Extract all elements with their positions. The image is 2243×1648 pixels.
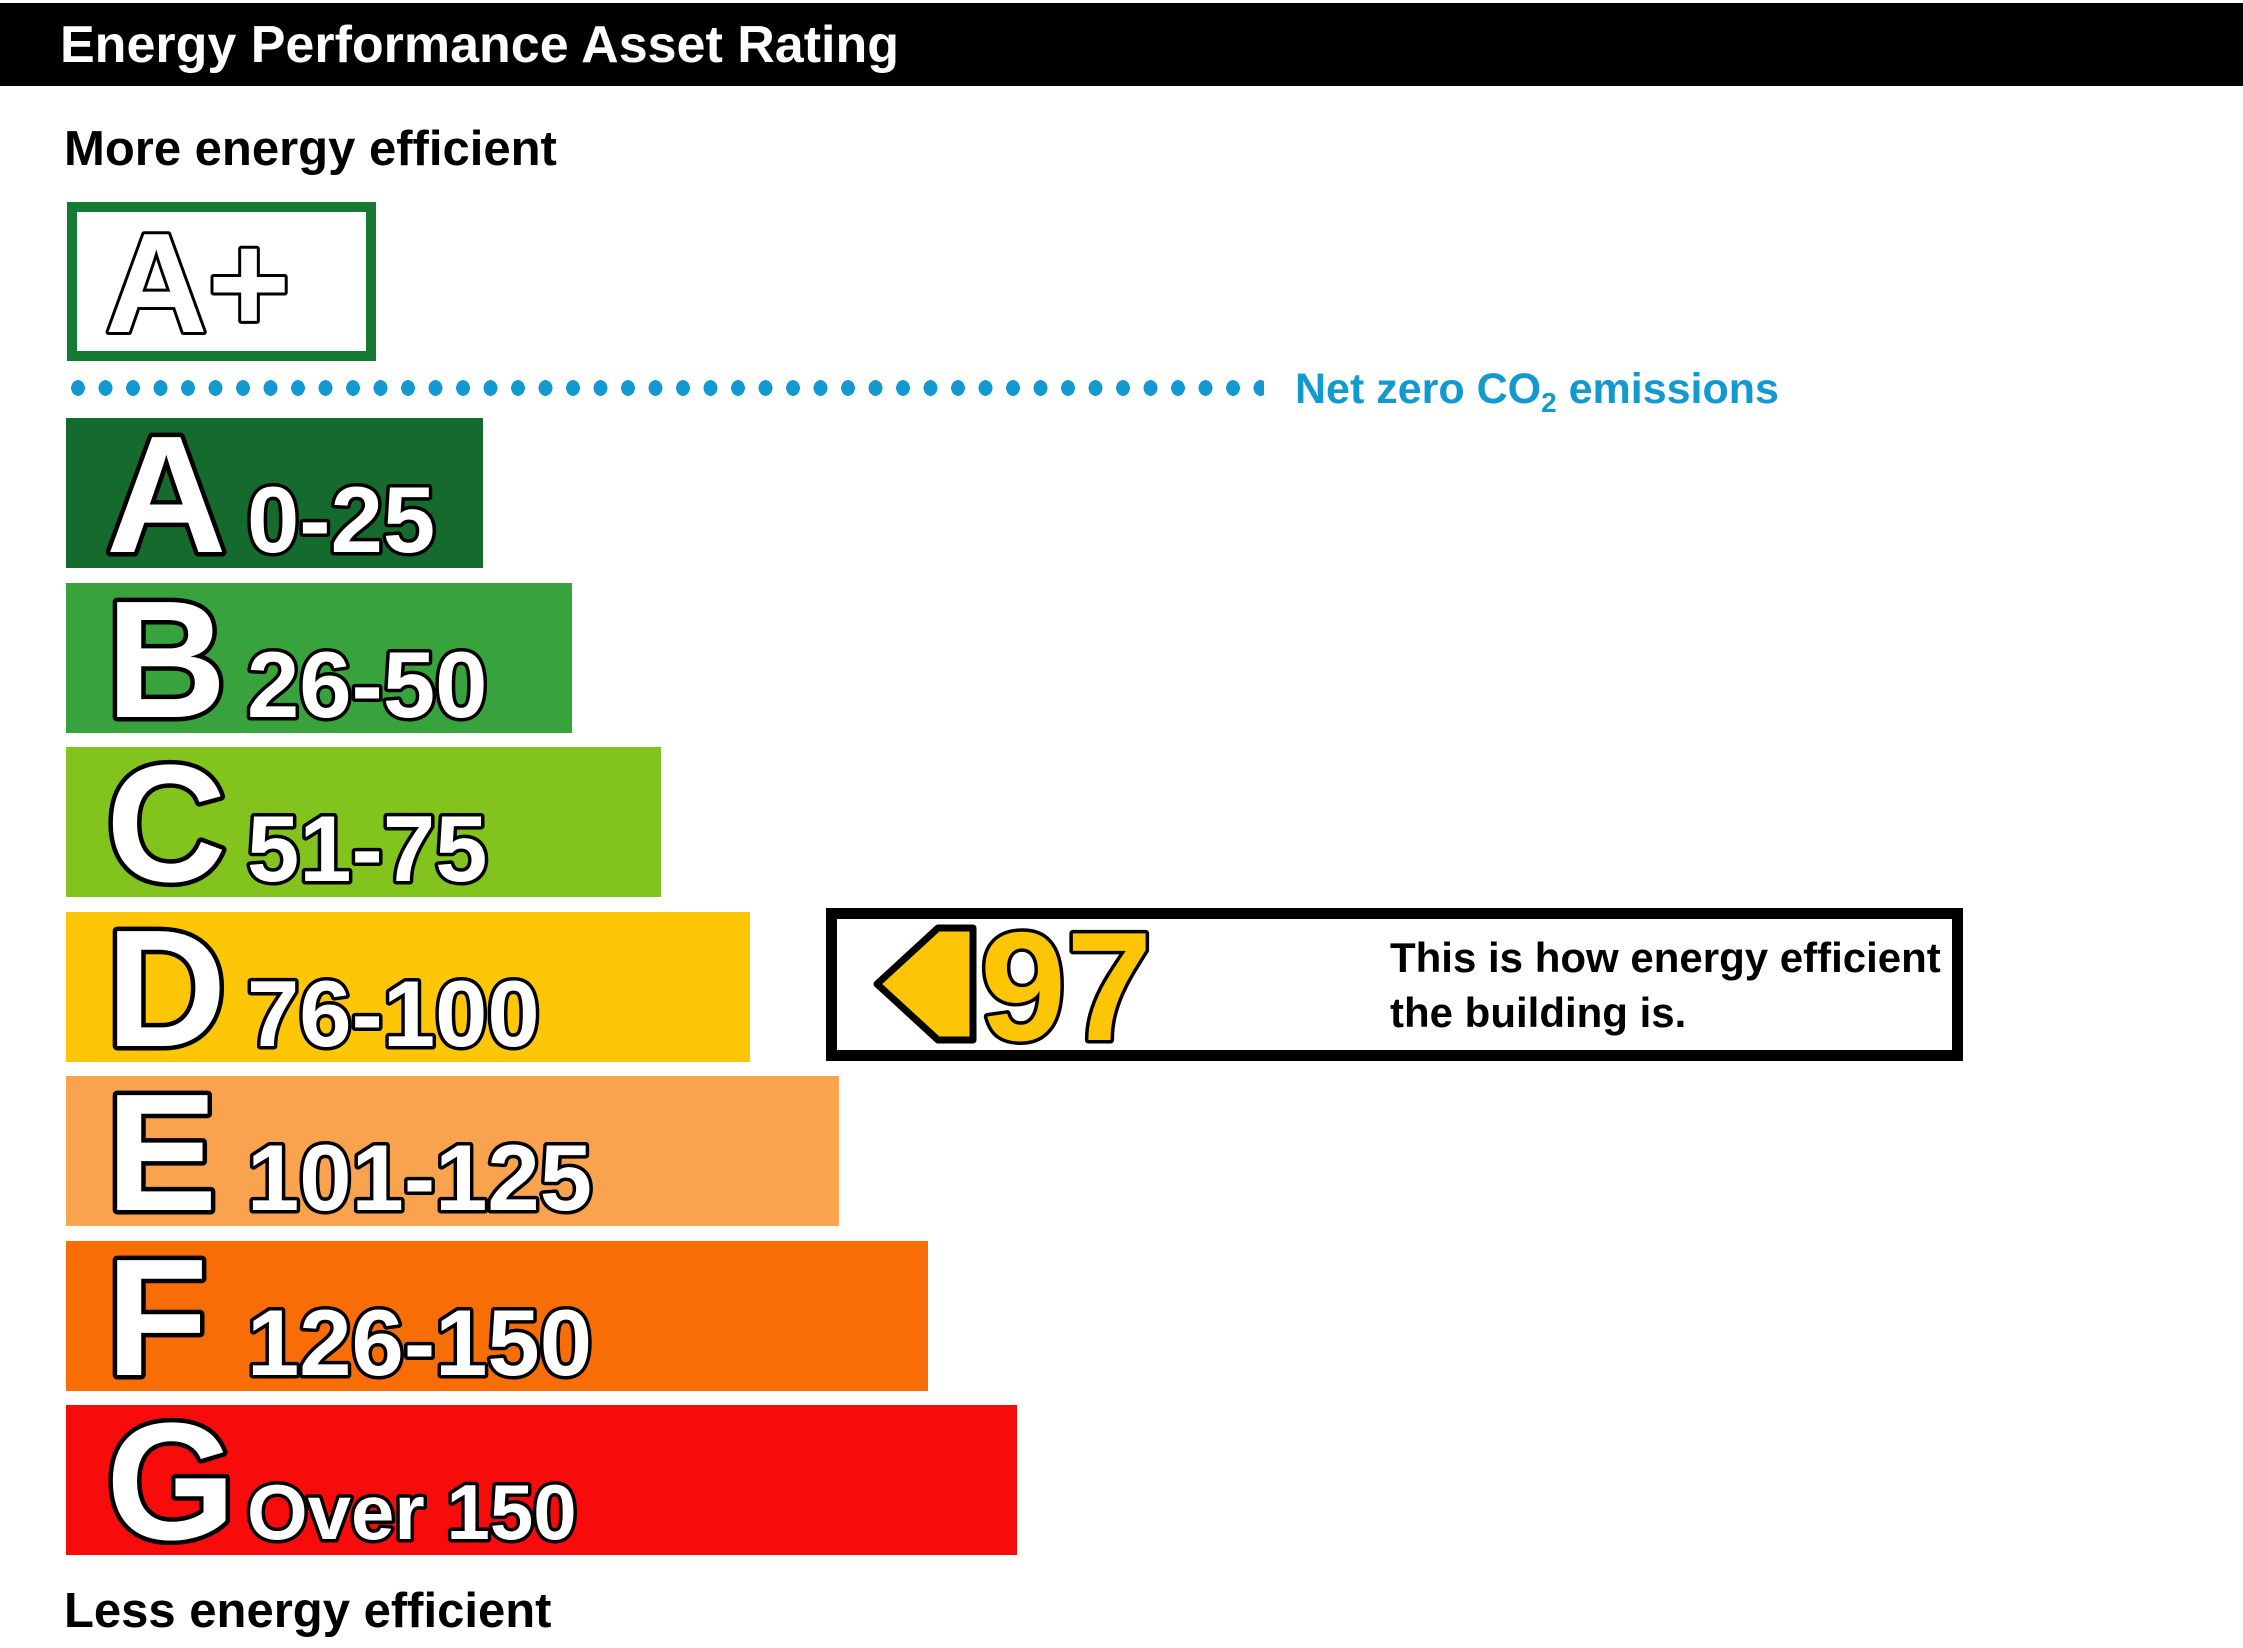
less-efficient-label: Less energy efficient — [64, 1584, 552, 1638]
band-row-b-svg: B 26-50 — [102, 583, 491, 733]
band-letter: C — [106, 747, 227, 897]
rating-value: 97 — [980, 908, 1152, 1061]
page-title: Energy Performance Asset Rating — [60, 15, 900, 74]
netzero-label-prefix: Net zero CO — [1295, 365, 1542, 413]
band-row-a-svg: A 0-25 — [102, 418, 439, 568]
band-row-f: F 126-150 — [66, 1241, 928, 1391]
aplus-band-svg: A+ — [102, 212, 293, 351]
band-row-c-svg: C 51-75 — [102, 747, 491, 897]
band-range: 101-125 — [247, 1125, 592, 1226]
aplus-band-label: A+ — [105, 212, 290, 351]
band-range: 0-25 — [247, 467, 435, 568]
rating-indicator-box: 97 This is how energy efficient the buil… — [826, 908, 1963, 1061]
rating-note-line1: This is how energy efficient — [1390, 934, 1941, 981]
band-row-g-svg: G Over 150 — [102, 1405, 581, 1555]
netzero-label: Net zero CO2 emissions — [1295, 365, 1779, 418]
netzero-label-subscript: 2 — [1541, 387, 1557, 418]
band-row-e-svg: E 101-125 — [102, 1076, 596, 1226]
aplus-band-box: A+ — [67, 202, 376, 361]
rating-indicator-border — [826, 908, 1963, 1061]
band-letter: F — [106, 1241, 208, 1391]
band-letter: D — [106, 912, 227, 1062]
header-bar: Energy Performance Asset Rating — [0, 3, 2243, 86]
band-letter: E — [106, 1076, 217, 1226]
more-efficient-label: More energy efficient — [64, 122, 557, 176]
netzero-label-suffix: emissions — [1556, 365, 1779, 413]
band-range: 51-75 — [247, 796, 487, 897]
band-row-a: A 0-25 — [66, 418, 483, 568]
band-row-f-svg: F 126-150 — [102, 1241, 596, 1391]
band-range: 126-150 — [247, 1290, 592, 1391]
band-letter: G — [106, 1405, 236, 1555]
band-letter: A — [106, 418, 227, 568]
rating-arrow-icon — [873, 924, 977, 1044]
netzero-dotted-line-icon — [64, 377, 1264, 399]
band-range: Over 150 — [247, 1468, 577, 1555]
band-range: 76-100 — [247, 961, 540, 1062]
rating-note-line2: the building is. — [1390, 989, 1686, 1036]
band-row-b: B 26-50 — [66, 583, 572, 733]
band-row-g: G Over 150 — [66, 1405, 1017, 1555]
band-row-c: C 51-75 — [66, 747, 661, 897]
band-row-e: E 101-125 — [66, 1076, 839, 1226]
band-row-d: D 76-100 — [66, 912, 750, 1062]
band-row-d-svg: D 76-100 — [102, 912, 544, 1062]
band-range: 26-50 — [247, 632, 487, 733]
band-letter: B — [106, 583, 227, 733]
